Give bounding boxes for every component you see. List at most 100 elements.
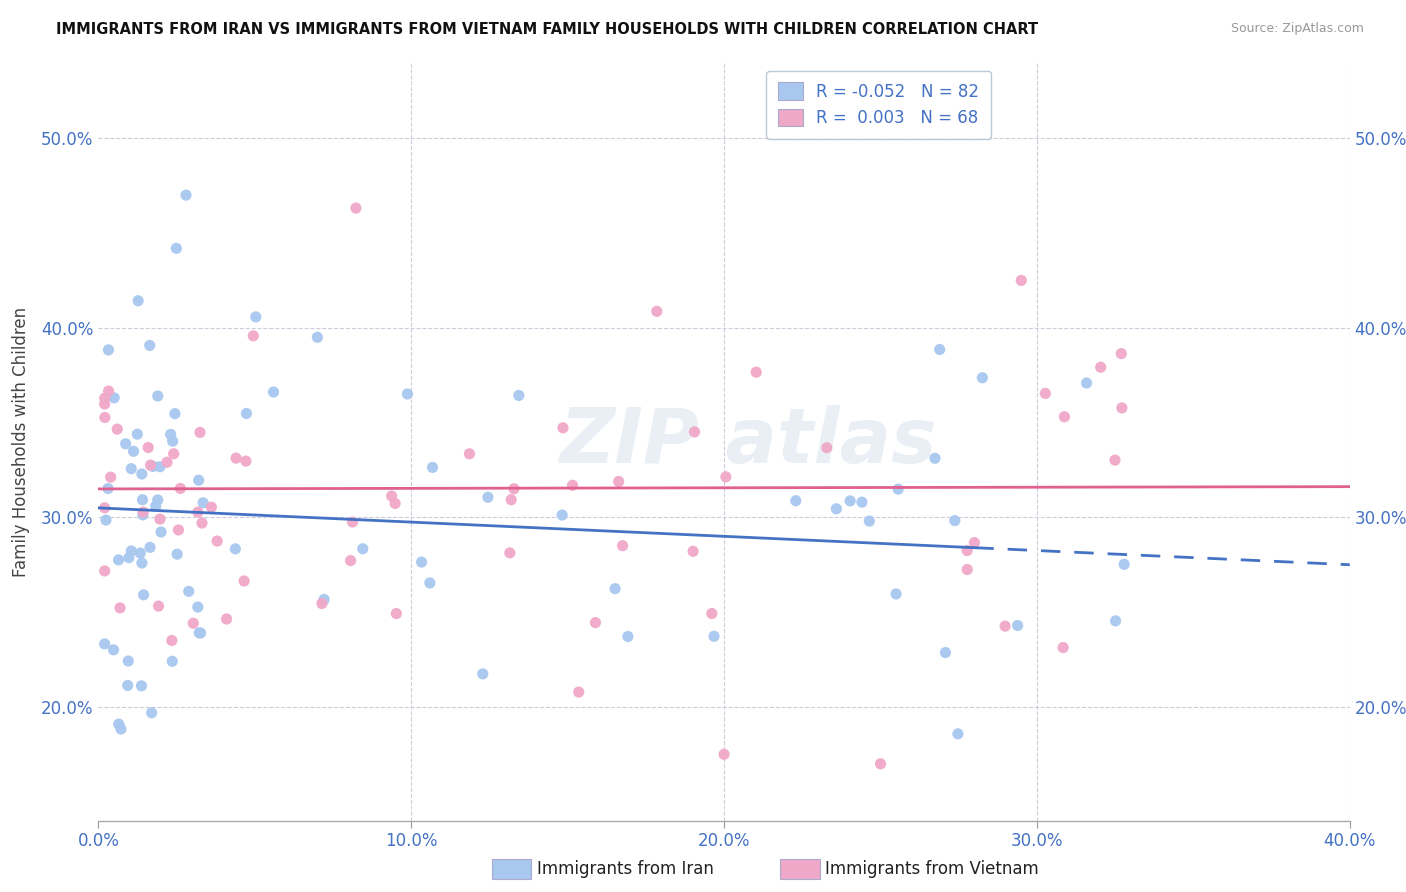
Point — [97, 482, 120, 496]
Point — [166, 547, 188, 561]
Point — [713, 747, 735, 762]
Point — [1114, 558, 1136, 572]
Point — [839, 494, 862, 508]
Point — [146, 389, 169, 403]
Point — [858, 514, 880, 528]
Point — [131, 556, 153, 570]
Point — [142, 459, 165, 474]
Point — [1033, 386, 1056, 401]
Point — [551, 508, 574, 522]
Point — [117, 678, 139, 692]
Point — [110, 722, 132, 736]
Point — [419, 576, 441, 591]
Point — [501, 492, 523, 507]
Point — [181, 616, 204, 631]
Point — [956, 543, 979, 558]
Point — [94, 410, 117, 425]
Point — [458, 447, 481, 461]
Point — [177, 584, 200, 599]
Point — [156, 455, 179, 469]
Point — [1109, 346, 1132, 360]
Point — [146, 492, 169, 507]
Point — [188, 625, 211, 640]
Point — [396, 387, 419, 401]
Point — [943, 514, 966, 528]
Point — [141, 706, 163, 720]
Point — [381, 489, 404, 503]
Point — [114, 436, 136, 450]
Point — [1090, 360, 1112, 375]
Point — [235, 407, 257, 421]
Point — [714, 470, 737, 484]
Point — [946, 727, 969, 741]
Point — [105, 422, 128, 436]
Point — [508, 388, 530, 402]
Point — [607, 475, 630, 489]
Point — [612, 539, 634, 553]
Point — [603, 582, 626, 596]
Point — [963, 535, 986, 549]
Point — [233, 574, 256, 588]
Text: Source: ZipAtlas.com: Source: ZipAtlas.com — [1230, 22, 1364, 36]
Point — [342, 515, 364, 529]
Point — [190, 626, 212, 640]
Point — [1007, 618, 1029, 632]
Point — [1104, 453, 1126, 467]
Point — [477, 490, 499, 504]
Point — [159, 427, 181, 442]
Point — [972, 370, 994, 384]
Point — [645, 304, 668, 318]
Point — [307, 330, 329, 344]
Text: ZIP atlas: ZIP atlas — [561, 405, 938, 478]
Point — [107, 553, 129, 567]
Point — [131, 492, 153, 507]
Point — [191, 516, 214, 530]
Point — [422, 460, 444, 475]
Point — [471, 666, 494, 681]
Point — [132, 588, 155, 602]
Point — [561, 478, 583, 492]
Point — [851, 495, 873, 509]
Point — [924, 451, 946, 466]
Point — [149, 459, 172, 474]
Point — [148, 599, 170, 613]
Legend: R = -0.052   N = 82, R =  0.003   N = 68: R = -0.052 N = 82, R = 0.003 N = 68 — [766, 70, 991, 139]
Point — [120, 461, 142, 475]
Point — [700, 607, 723, 621]
Point — [312, 592, 335, 607]
Point — [107, 717, 129, 731]
Point — [825, 501, 848, 516]
Point — [344, 201, 367, 215]
Point — [928, 343, 950, 357]
Point — [1104, 614, 1126, 628]
Point — [131, 679, 153, 693]
Text: IMMIGRANTS FROM IRAN VS IMMIGRANTS FROM VIETNAM FAMILY HOUSEHOLDS WITH CHILDREN : IMMIGRANTS FROM IRAN VS IMMIGRANTS FROM … — [56, 22, 1039, 37]
Point — [160, 633, 183, 648]
Point — [245, 310, 267, 324]
Point — [384, 496, 406, 510]
Point — [263, 384, 285, 399]
Point — [97, 384, 120, 398]
Point — [139, 541, 162, 555]
Point — [1053, 409, 1076, 424]
Point — [503, 482, 526, 496]
Point — [174, 188, 197, 202]
Point — [568, 685, 591, 699]
Point — [150, 524, 173, 539]
Point — [187, 505, 209, 519]
Point — [165, 241, 187, 255]
Point — [118, 550, 141, 565]
Text: Immigrants from Vietnam: Immigrants from Vietnam — [825, 860, 1039, 878]
Point — [215, 612, 238, 626]
Point — [1010, 273, 1032, 287]
Point — [682, 544, 704, 558]
Point — [129, 546, 152, 560]
Point — [956, 562, 979, 576]
Point — [108, 600, 131, 615]
Point — [139, 458, 162, 472]
Point — [583, 615, 606, 630]
Point — [884, 587, 907, 601]
Point — [138, 338, 160, 352]
Point — [149, 512, 172, 526]
Point — [225, 451, 247, 466]
